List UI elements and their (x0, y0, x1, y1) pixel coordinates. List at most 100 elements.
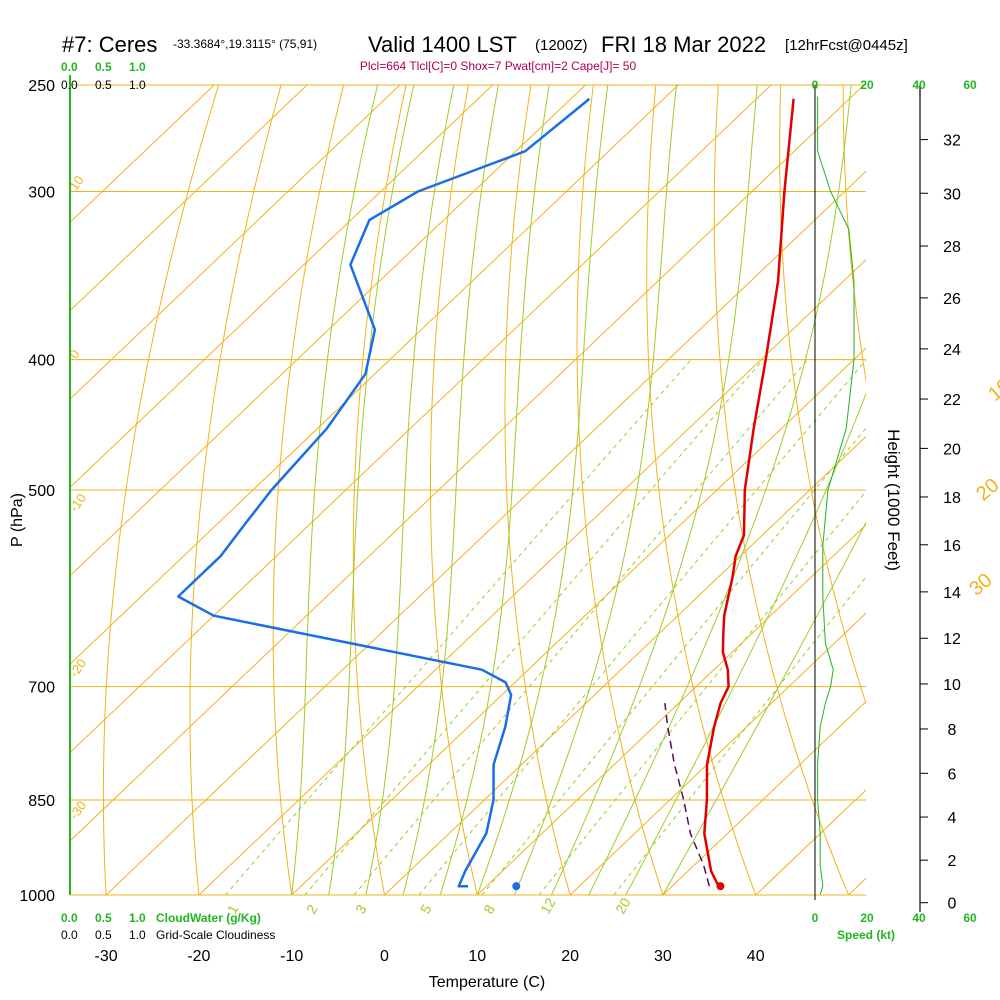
cloudiness-label: Grid-Scale Cloudiness (156, 928, 275, 942)
mixing-ratio-line-2 (304, 359, 764, 895)
valid-zulu: (1200Z) (535, 37, 588, 54)
mixing-ratio-label-3: 3 (352, 902, 370, 917)
height-tick-label-12: 12 (943, 631, 961, 648)
x-tick-label-30: 30 (654, 948, 672, 965)
cloud-scale-bottom-green-1: 0.5 (95, 911, 112, 925)
height-tick-label-6: 6 (948, 766, 957, 783)
height-tick-label-8: 8 (948, 722, 957, 739)
cloud-scale-top-black-2: 1.0 (129, 78, 146, 92)
wind-speed-profile (817, 96, 855, 896)
dry-adiabat--10 (272, 84, 345, 895)
height-tick-label-4: 4 (948, 810, 957, 827)
pressure-label-850: 850 (28, 793, 55, 810)
dry-adiabat--30 (102, 84, 220, 895)
isotherm--110 (70, 84, 215, 224)
dry-adiabat--20 (189, 84, 282, 895)
height-tick-label-26: 26 (943, 291, 961, 308)
dry-adiabat-10 (430, 84, 478, 895)
cloud-scale-top-green-0: 0.0 (61, 60, 78, 74)
dry-adiabat-0 (352, 84, 407, 895)
height-tick-label-22: 22 (943, 392, 961, 409)
height-tick-label-20: 20 (943, 441, 961, 458)
moist-adiabat--2 (365, 84, 455, 895)
mixing-ratio-label-20: 20 (612, 895, 634, 917)
speed-top-label-1: 20 (860, 78, 874, 92)
speed-top-label-3: 60 (963, 78, 977, 92)
mixing-ratio-label-12: 12 (537, 895, 559, 917)
dry-adiabat-70 (842, 84, 866, 384)
isotherm--20 (198, 258, 866, 895)
moist-adiabat-10 (476, 84, 609, 895)
forecast-info: [12hrFcst@0445z] (785, 37, 908, 54)
pressure-label-1000: 1000 (19, 888, 55, 905)
height-tick-label-18: 18 (943, 490, 961, 507)
station-location: -33.3684°,19.3115° (75,91) (173, 37, 317, 51)
valid-date: FRI 18 Mar 2022 (601, 32, 766, 57)
dry-adiabat-20 (504, 84, 571, 895)
speed-bottom-label-3: 60 (963, 911, 977, 925)
temperature-line (703, 98, 795, 887)
moist-adiabat-18 (551, 84, 758, 895)
height-tick-label-2: 2 (948, 853, 957, 870)
cloud-scale-top-green-2: 1.0 (129, 60, 146, 74)
cloud-scale-bottom-green-2: 1.0 (129, 911, 146, 925)
cloud-scale-bottom-black-1: 0.5 (95, 928, 112, 942)
x-tick-label--20: -20 (187, 948, 210, 965)
mixing-ratio-label-8: 8 (480, 902, 498, 917)
moist-adiabat-6 (439, 84, 550, 895)
x-tick-label--10: -10 (280, 948, 303, 965)
moist-adiabat-26 (625, 392, 866, 895)
isotherm-30 (662, 700, 866, 895)
isotherm-label-6: 10 (984, 375, 1000, 406)
isotherm--100 (70, 84, 308, 312)
isotherm-label-0: 10 (66, 173, 87, 193)
surface-temperature-marker (716, 882, 725, 891)
pressure-label-400: 400 (28, 353, 55, 370)
valid-time: Valid 1400 LST (368, 32, 517, 57)
mixing-ratio-label-2: 2 (303, 902, 321, 917)
speed-bottom-label-2: 40 (912, 911, 926, 925)
isotherm-10 (476, 524, 866, 895)
x-tick-label-0: 0 (380, 948, 389, 965)
y-axis-title: P (hPa) (9, 493, 26, 547)
mixing-ratio-line-20 (613, 576, 866, 895)
mixing-ratio-line-3 (353, 359, 809, 895)
height-tick-label-16: 16 (943, 538, 961, 555)
isotherm-label-7: 20 (972, 474, 1000, 505)
isotherm-label-8: 30 (965, 569, 996, 600)
mixing-ratio-line-5 (418, 359, 866, 895)
moist-adiabat--10 (291, 84, 379, 895)
cloud-scale-top-black-0: 0.0 (61, 78, 78, 92)
mixing-ratio-line-1 (225, 359, 692, 895)
speed-top-label-0: 0 (812, 78, 819, 92)
dry-adiabat-60 (779, 84, 866, 706)
isotherm--70 (70, 84, 586, 577)
height-tick-label-10: 10 (943, 677, 961, 694)
speed-bottom-label-1: 20 (860, 911, 874, 925)
pressure-label-500: 500 (28, 483, 55, 500)
speed-axis-label: Speed (kt) (837, 928, 895, 942)
grid-layer (70, 84, 866, 895)
stability-indices: Plcl=664 Tlcl[C]=0 Shox=7 Pwat[cm]=2 Cap… (360, 59, 637, 73)
x-axis-title: Temperature (C) (429, 974, 545, 991)
station-title: #7: Ceres (62, 32, 157, 57)
cloud-scale-top-green-1: 0.5 (95, 60, 112, 74)
pressure-label-250: 250 (28, 78, 55, 95)
height-tick-label-30: 30 (943, 186, 961, 203)
surface-dewpoint-marker (512, 882, 521, 891)
cloudwater-label: CloudWater (g/Kg) (156, 911, 261, 925)
dry-adiabat-30 (576, 84, 664, 895)
moist-adiabat-14 (513, 84, 677, 895)
dry-adiabat-40 (646, 84, 757, 895)
height-tick-label-14: 14 (943, 585, 961, 602)
cloud-scale-bottom-green-0: 0.0 (61, 911, 78, 925)
x-tick-label-20: 20 (561, 948, 579, 965)
isotherm-0 (384, 435, 866, 895)
height-tick-label-0: 0 (948, 896, 957, 913)
dewpoint-line (176, 97, 591, 888)
height-tick-label-32: 32 (943, 133, 961, 150)
height-axis-title: Height (1000 Feet) (884, 429, 903, 571)
cloud-scale-bottom-black-2: 1.0 (129, 928, 146, 942)
